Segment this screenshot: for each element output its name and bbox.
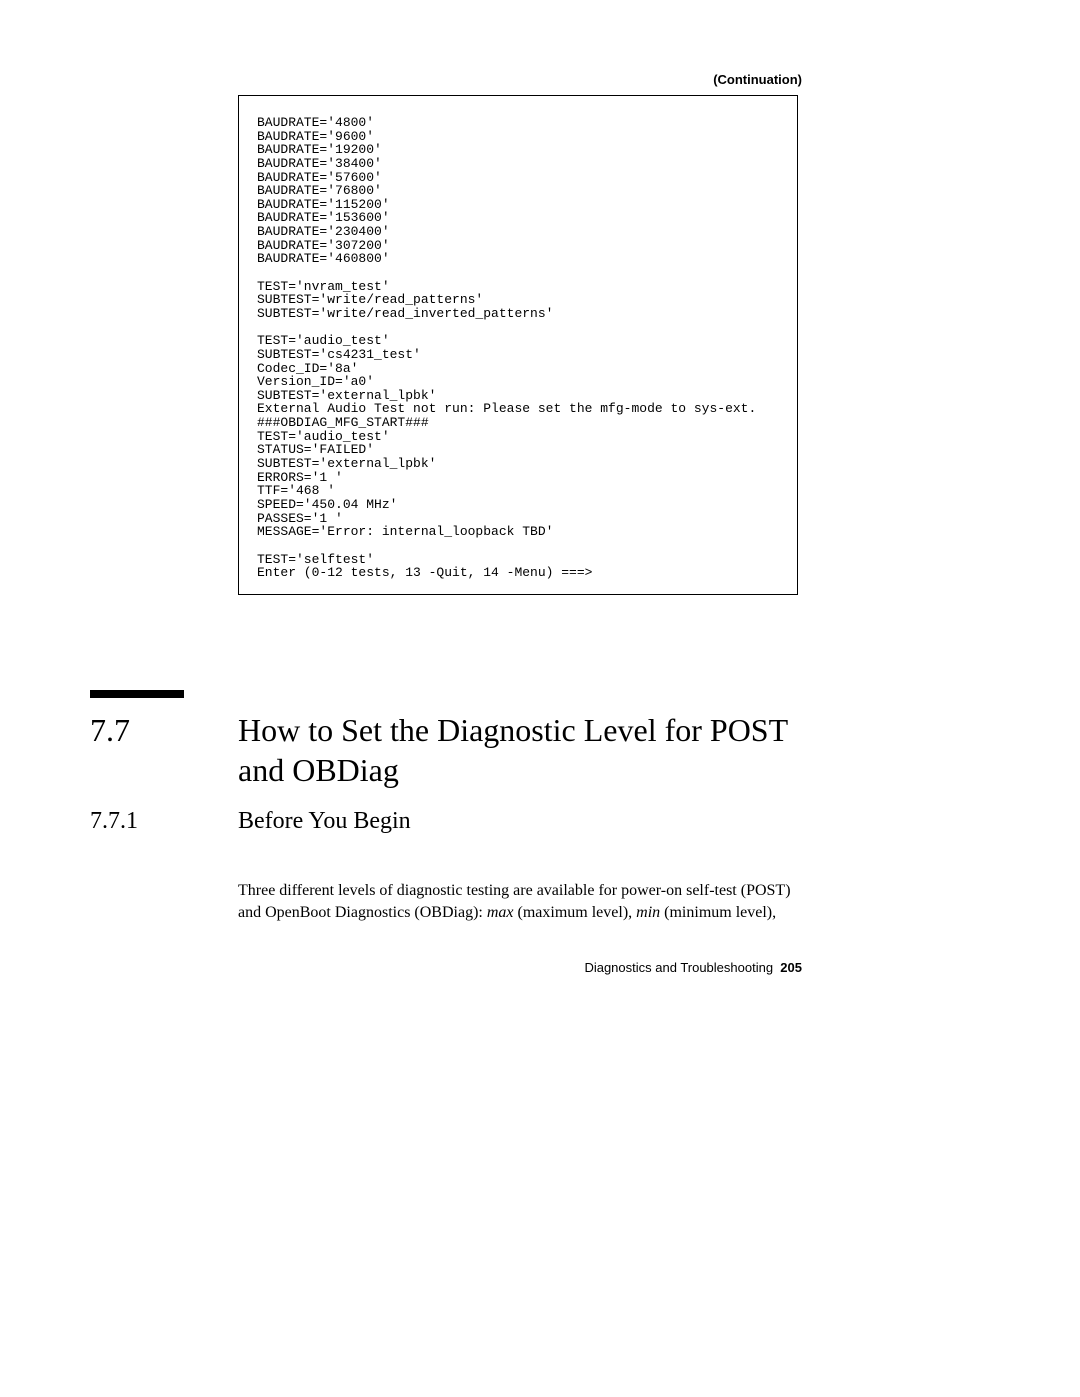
- subsection-number: 7.7.1: [90, 808, 238, 835]
- page-footer: Diagnostics and Troubleshooting 205: [584, 960, 802, 975]
- footer-text: Diagnostics and Troubleshooting: [584, 960, 773, 975]
- section-heading: 7.7 How to Set the Diagnostic Level for …: [90, 710, 810, 790]
- heading-block: 7.7 How to Set the Diagnostic Level for …: [90, 690, 810, 835]
- footer-page-number: 205: [780, 960, 802, 975]
- subsection-title: Before You Begin: [238, 808, 411, 835]
- continuation-label: (Continuation): [713, 72, 802, 87]
- subsection-heading: 7.7.1 Before You Begin: [90, 808, 810, 835]
- code-block: BAUDRATE='4800' BAUDRATE='9600' BAUDRATE…: [238, 95, 798, 595]
- para-text-2: (maximum level),: [514, 904, 637, 921]
- section-rule: [90, 690, 184, 698]
- section-number: 7.7: [90, 710, 238, 750]
- para-text-3: (minimum level),: [660, 904, 776, 921]
- body-paragraph: Three different levels of diagnostic tes…: [238, 880, 798, 925]
- section-title: How to Set the Diagnostic Level for POST…: [238, 710, 808, 790]
- page: (Continuation) BAUDRATE='4800' BAUDRATE=…: [0, 0, 1080, 1397]
- para-italic-max: max: [487, 904, 514, 921]
- para-italic-min: min: [636, 904, 660, 921]
